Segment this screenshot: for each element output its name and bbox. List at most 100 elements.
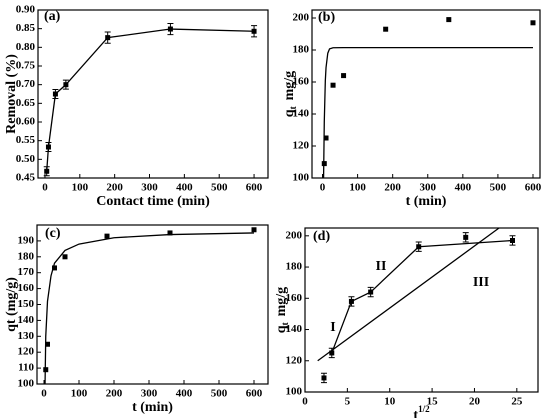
y-tick-label: 0.85 [16, 22, 36, 34]
x-axis-label: t (min) [132, 400, 173, 415]
annotation: III [473, 275, 489, 290]
y-tick-label: 160 [293, 76, 310, 88]
y-tick-label: 0.60 [16, 116, 36, 128]
point-marker [63, 82, 69, 88]
x-tick-label: 0 [41, 388, 47, 400]
y-axis-label-text: q [274, 325, 289, 333]
y-tick-label: 0.75 [16, 60, 36, 72]
plot-frame [36, 224, 269, 385]
y-axis-label: qt mg/g [282, 71, 298, 117]
x-axis-label-text: Contact time (min) [96, 194, 210, 209]
x-tick-label: 500 [211, 182, 228, 194]
y-tick-label: 150 [18, 298, 35, 310]
y-tick-label: 120 [18, 346, 35, 358]
panel-label: (c) [45, 226, 61, 241]
y-tick-label: 170 [18, 266, 35, 278]
series-line [46, 28, 255, 172]
x-tick-label: 400 [455, 182, 472, 194]
y-axis-label-sub: t [288, 106, 298, 109]
x-axis-label: t1/2 [413, 404, 430, 418]
point-marker [323, 135, 329, 141]
x-tick-label: 400 [176, 388, 193, 400]
x-tick-label: 100 [71, 388, 88, 400]
x-tick-label: 0 [42, 182, 48, 194]
x-axis-label-sup: 1/2 [418, 404, 430, 414]
point-marker [52, 265, 57, 271]
point-marker [341, 73, 347, 79]
plot-frame [304, 227, 539, 393]
y-tick-label: 200 [286, 229, 303, 241]
x-tick-label: 100 [349, 182, 366, 194]
y-axis-label: Removal (%) [4, 54, 19, 134]
x-tick-label: 10 [384, 396, 396, 408]
x-tick-label: 400 [176, 182, 193, 194]
y-axis-label-unit: mg/g [274, 287, 289, 317]
point-marker [330, 82, 336, 88]
x-tick-label: 20 [469, 396, 481, 408]
x-axis-label: Contact time (min) [96, 194, 210, 209]
annotation: I [330, 320, 335, 335]
x-tick-label: 15 [427, 396, 439, 408]
point-marker [62, 254, 68, 260]
y-tick-label: 180 [286, 261, 303, 273]
panel-label: (b) [318, 10, 335, 25]
series-line [317, 227, 500, 362]
y-axis-label: qt mg/g [274, 287, 290, 333]
point-marker [52, 91, 58, 97]
x-axis-label-text: t (min) [132, 400, 173, 415]
x-tick-label: 300 [141, 388, 158, 400]
y-tick-label: 200 [293, 12, 310, 24]
y-axis-label-text: q [282, 109, 297, 117]
point-marker [104, 233, 110, 239]
y-tick-label: 160 [18, 282, 35, 294]
x-tick-label: 200 [384, 182, 401, 194]
y-axis-label-unit: mg/g [282, 71, 297, 101]
y-axis-label: qt (mg/g) [4, 277, 19, 332]
y-tick-label: 120 [293, 140, 310, 152]
y-tick-label: 100 [293, 172, 310, 184]
series-line [331, 239, 513, 354]
y-tick-label: 160 [286, 292, 303, 304]
y-tick-label: 120 [286, 354, 303, 366]
point-marker [167, 230, 173, 236]
x-tick-label: 300 [420, 182, 437, 194]
x-tick-label: 300 [141, 182, 158, 194]
y-axis-label-text: qt (mg/g) [4, 277, 19, 332]
point-marker [44, 168, 50, 174]
x-tick-label: 200 [106, 182, 123, 194]
x-axis-label-text: t [413, 408, 418, 418]
x-tick-label: 100 [72, 182, 89, 194]
y-tick-label: 100 [286, 386, 303, 398]
x-axis-label: t (min) [406, 194, 447, 209]
y-axis-label-text: Removal (%) [4, 54, 19, 134]
y-tick-label: 140 [286, 323, 303, 335]
y-axis-label-sub: t [280, 322, 290, 325]
series-line [44, 232, 255, 385]
panel-label: (d) [313, 229, 330, 244]
y-tick-label: 0.45 [16, 172, 36, 184]
x-tick-label: 600 [246, 182, 263, 194]
x-tick-label: 0 [320, 182, 326, 194]
y-tick-label: 140 [293, 108, 310, 120]
point-marker [45, 144, 51, 150]
x-tick-label: 500 [211, 388, 228, 400]
point-marker [321, 375, 327, 381]
annotation: II [376, 259, 387, 274]
plot-frame [37, 9, 269, 179]
x-axis-label-text: t (min) [406, 194, 447, 209]
x-tick-label: 600 [525, 182, 542, 194]
y-tick-label: 0.50 [16, 153, 36, 165]
point-marker [251, 28, 257, 34]
x-tick-label: 500 [490, 182, 507, 194]
y-tick-label: 0.65 [16, 97, 36, 109]
x-tick-label: 0 [302, 396, 308, 408]
point-marker [383, 26, 389, 32]
point-marker [463, 234, 469, 240]
x-tick-label: 600 [246, 388, 263, 400]
y-tick-label: 110 [18, 362, 34, 374]
point-marker [45, 341, 50, 347]
panel-label: (a) [44, 9, 61, 24]
y-tick-label: 140 [18, 314, 35, 326]
y-tick-label: 180 [18, 250, 35, 262]
